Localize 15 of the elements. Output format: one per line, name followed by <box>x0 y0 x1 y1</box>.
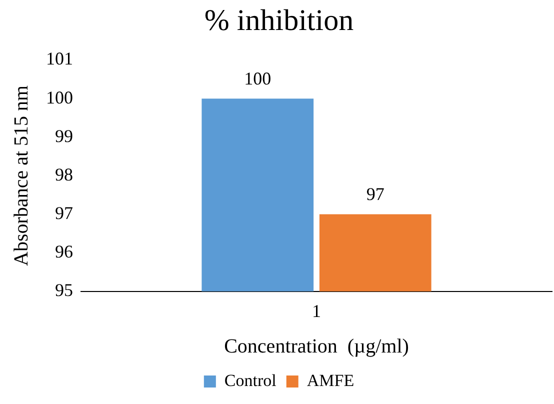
x-axis-title: Concentration (µg/ml) <box>224 335 409 358</box>
y-tick-label: 96 <box>55 242 73 262</box>
y-tick-label: 100 <box>46 87 73 108</box>
data-label: 100 <box>244 68 272 88</box>
data-label: 97 <box>366 184 384 204</box>
chart-title: % inhibition <box>204 4 354 37</box>
y-tick-label: 98 <box>55 164 73 184</box>
y-tick-label: 97 <box>55 203 73 223</box>
legend-label: AMFE <box>306 370 354 390</box>
y-tick-label: 95 <box>55 280 73 300</box>
y-tick-label: 99 <box>55 126 73 146</box>
y-tick-label: 101 <box>46 48 73 69</box>
x-tick-label: 1 <box>312 300 321 321</box>
y-axis-title: Absorbance at 515 nm <box>10 85 32 266</box>
legend-label: Control <box>224 370 277 390</box>
